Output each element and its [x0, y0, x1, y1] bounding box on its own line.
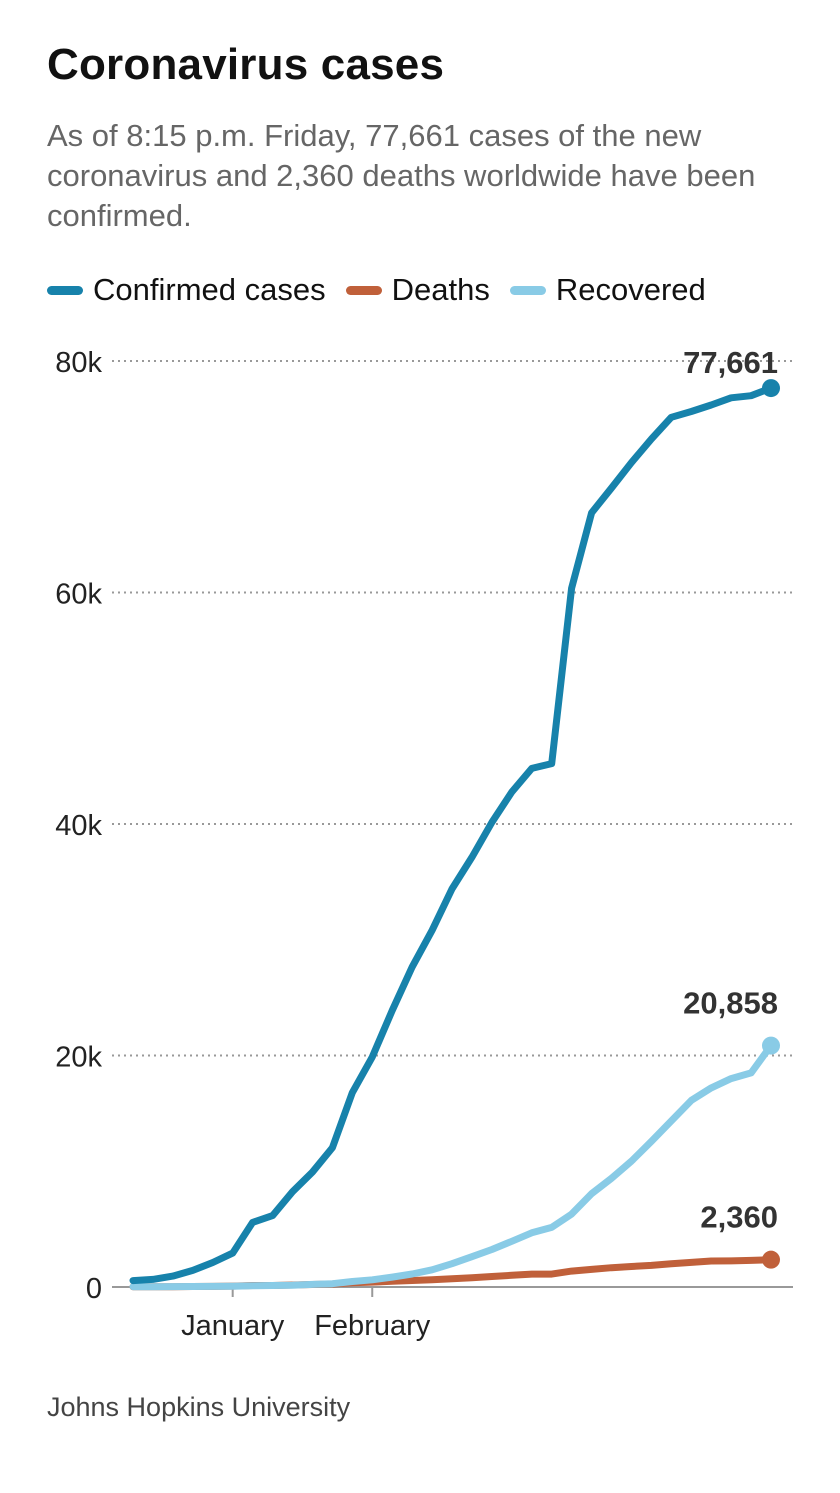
line-chart: 0 20k 40k 60k 80k January February 77,661 2,36… [55, 345, 793, 1342]
data-label-recovered: 20,858 [683, 986, 778, 1021]
y-tick-label: 0 [86, 1273, 102, 1305]
legend-item-confirmed: Confirmed cases [47, 272, 326, 308]
x-tick-label: January [181, 1310, 285, 1342]
x-axis: January February [112, 1286, 793, 1342]
legend-label-confirmed: Confirmed cases [93, 272, 326, 307]
series-line-recovered [129, 1042, 775, 1291]
y-tick-label: 80k [55, 347, 102, 379]
y-tick-label: 40k [55, 810, 102, 842]
chart-title: Coronavirus cases [47, 40, 445, 89]
legend-swatch-confirmed [47, 285, 83, 295]
end-point-recovered [762, 1036, 780, 1055]
legend-item-deaths: Deaths [345, 272, 490, 308]
end-labels: 77,661 2,360 20,858 [683, 345, 778, 1235]
x-tick-label: February [314, 1310, 431, 1342]
legend-label-deaths: Deaths [391, 272, 490, 307]
y-tick-label: 60k [55, 579, 102, 611]
data-label-deaths: 2,360 [700, 1200, 778, 1235]
series-lines [129, 379, 780, 1291]
data-label-confirmed-cases: 77,661 [683, 345, 778, 380]
y-tick-label: 20k [55, 1042, 102, 1074]
end-point-confirmed-cases [762, 379, 780, 398]
legend: Confirmed cases Deaths Recovered [47, 270, 726, 310]
end-point-deaths [762, 1250, 780, 1269]
legend-label-recovered: Recovered [555, 272, 706, 307]
gridlines [112, 360, 793, 1057]
series-line-confirmed-cases [129, 384, 775, 1285]
legend-swatch-recovered [509, 285, 546, 295]
chart-subtitle: As of 8:15 p.m. Friday, 77,661 cases of … [47, 118, 756, 233]
legend-swatch-deaths [345, 285, 382, 295]
source-credit: Johns Hopkins University [47, 1392, 351, 1422]
legend-item-recovered: Recovered [509, 272, 706, 308]
y-axis-labels: 0 20k 40k 60k 80k [55, 347, 102, 1305]
